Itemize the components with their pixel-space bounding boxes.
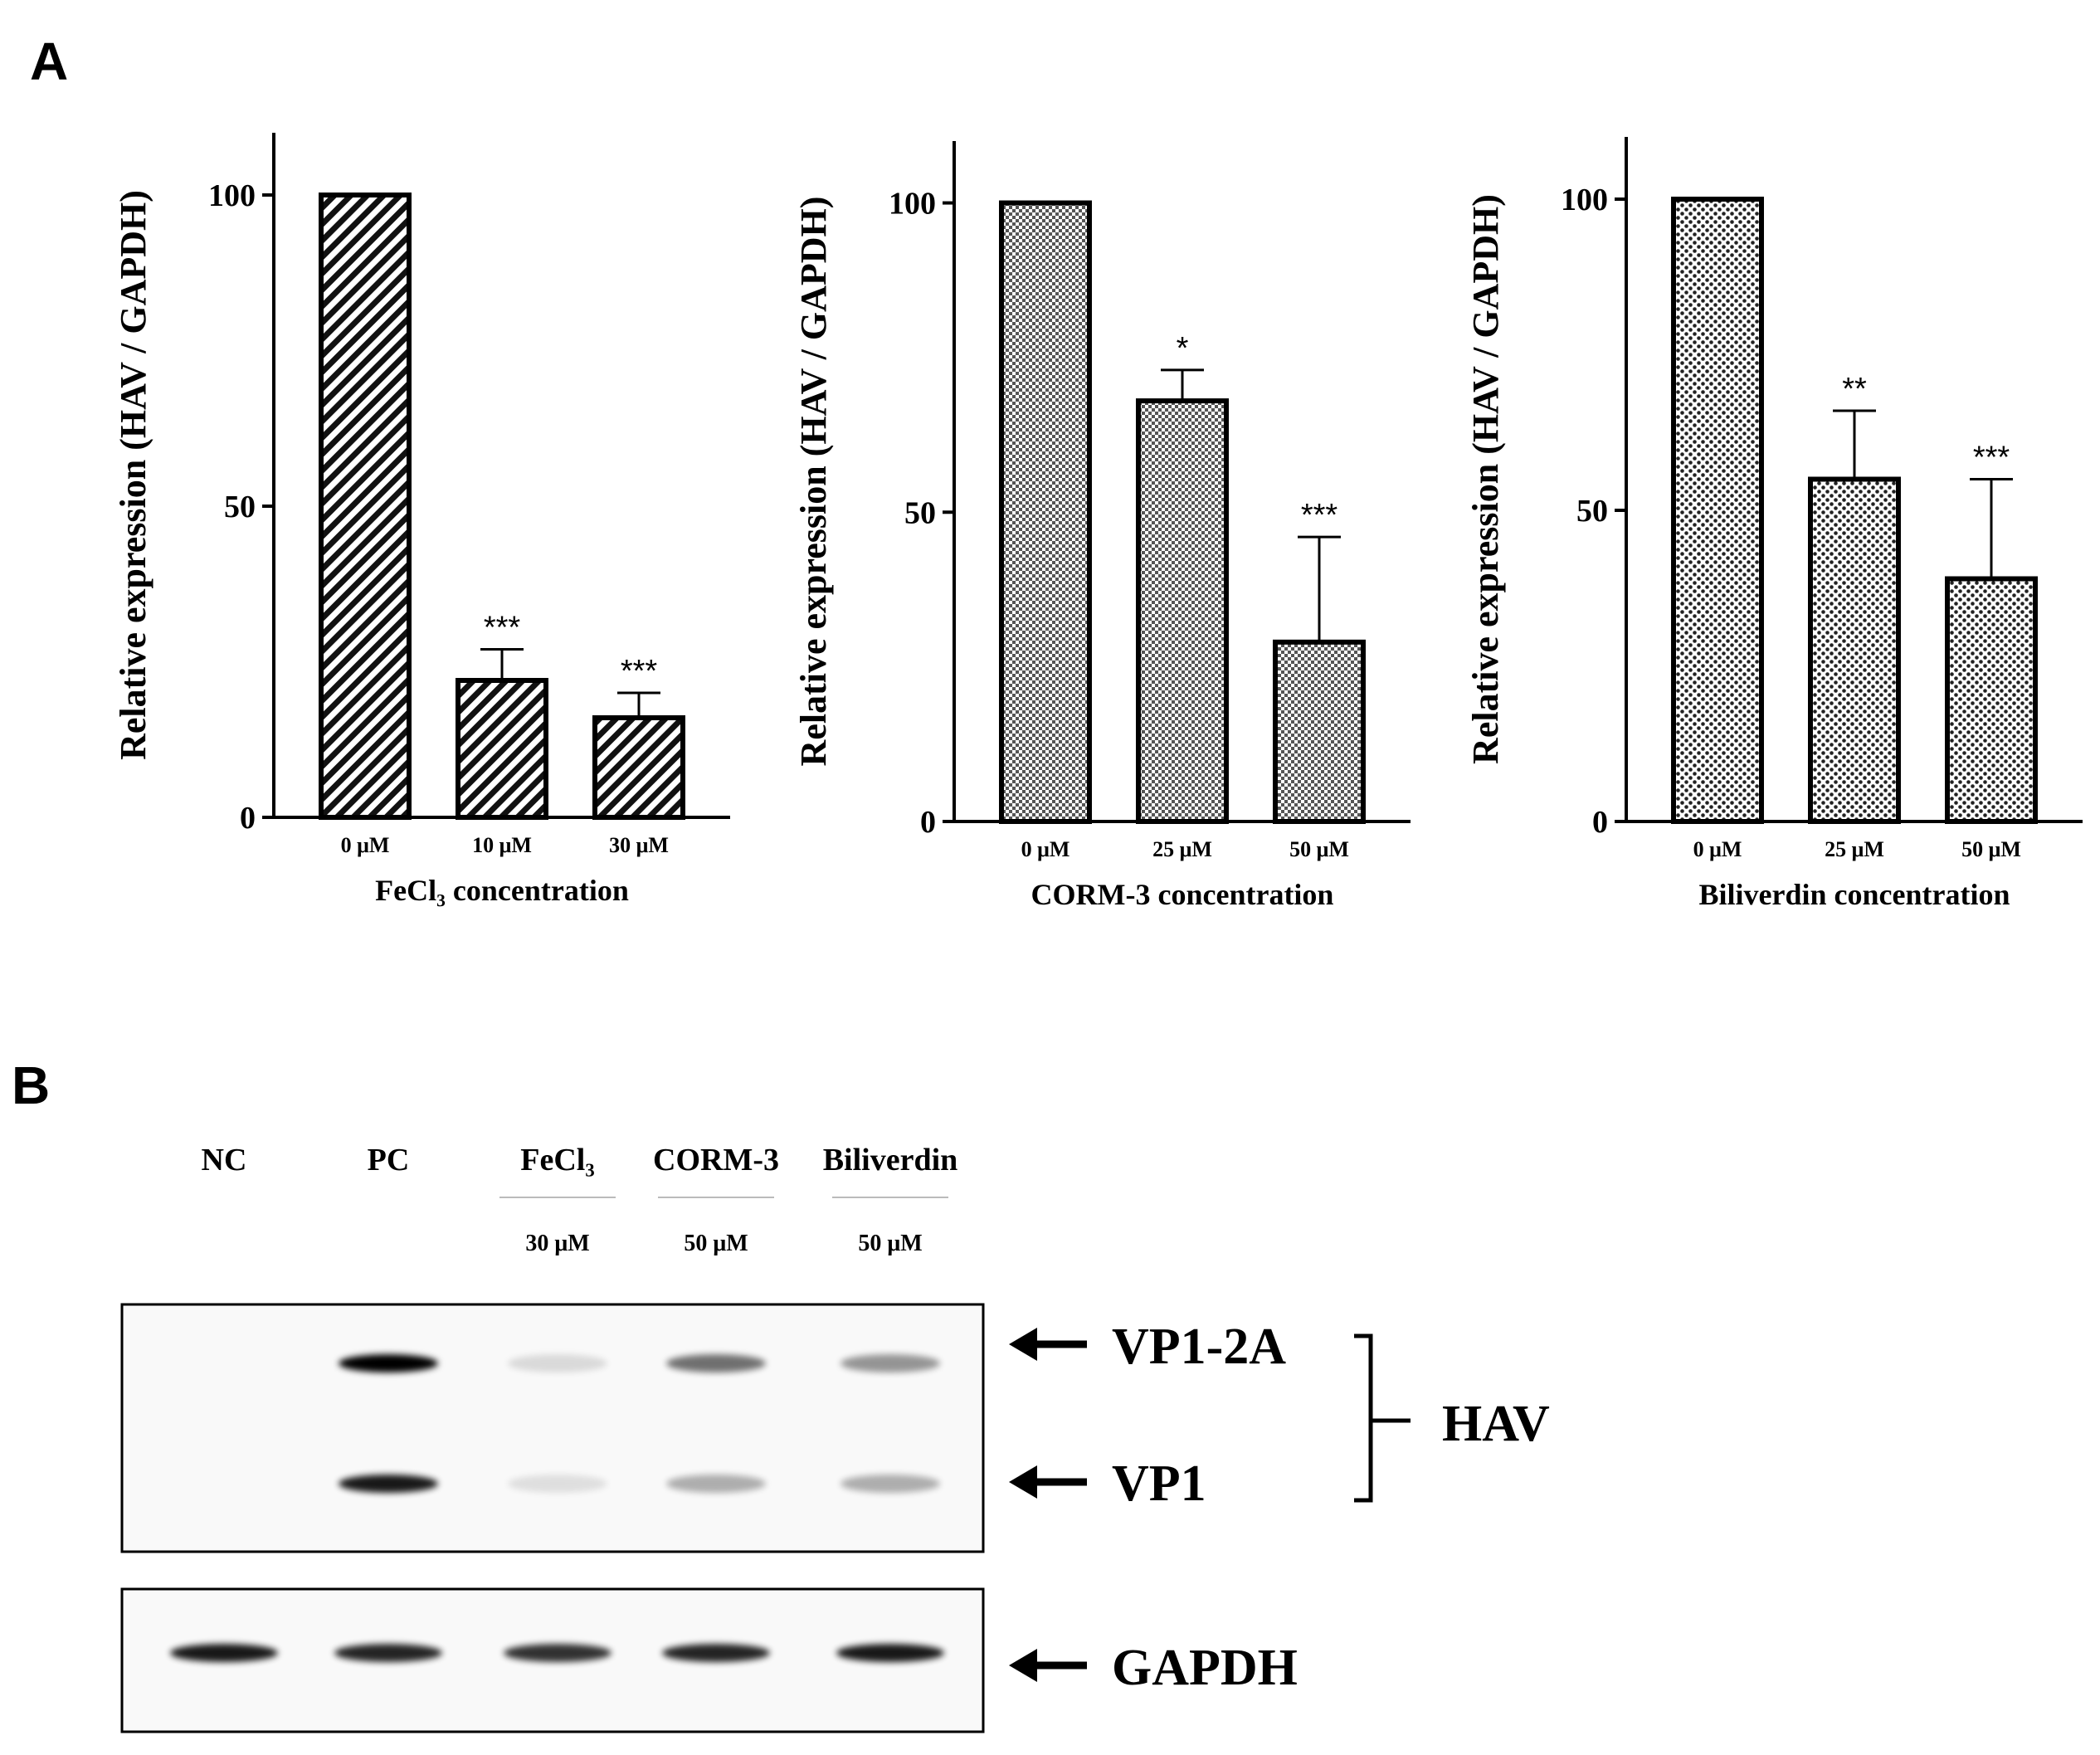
bar	[456, 678, 548, 820]
category-label: 50 μM	[1289, 837, 1349, 861]
bar	[1808, 476, 1901, 824]
y-axis-label: Relative expression (HAV / GAPDH)	[1465, 194, 1506, 764]
category-label: 0 μM	[1021, 837, 1070, 861]
lane-label: FeCl₃	[520, 1143, 594, 1177]
arrow-head	[1009, 1328, 1037, 1361]
significance-label: ***	[1973, 441, 2010, 475]
band-label-vp1-2a: VP1-2A	[1112, 1319, 1286, 1375]
lane-label: CORM-3	[653, 1143, 779, 1177]
concentration-label: 50 μM	[684, 1231, 748, 1256]
bar	[319, 193, 412, 820]
chart-2: 0 50 100 0 μM * 25 μM *** 50 μM CORM-3 concentra…	[793, 141, 1411, 911]
y-tick-label: 0	[920, 805, 936, 840]
category-label: 25 μM	[1825, 837, 1884, 861]
significance-label: ***	[484, 611, 521, 646]
category-label: 10 μM	[472, 833, 532, 857]
y-tick-label: 50	[1576, 494, 1608, 529]
category-label: 0 μM	[1693, 837, 1742, 861]
arrow-head	[1009, 1649, 1037, 1682]
significance-label: ***	[1301, 498, 1338, 533]
chart-1: 0 50 100 0 μM *** 10 μM *** 30 μM FeCl₃ concentr…	[113, 133, 730, 907]
arrow-gapdh-icon	[1009, 1649, 1087, 1682]
band-vp1-2a	[840, 1354, 940, 1372]
y-axis-label: Relative expression (HAV / GAPDH)	[793, 197, 834, 767]
lane-label: PC	[368, 1143, 410, 1177]
x-axis-label: Biliverdin concentration	[1699, 878, 2010, 911]
band-vp1-2a	[339, 1354, 438, 1372]
significance-label: ***	[621, 654, 658, 689]
band-label-gapdh: GAPDH	[1112, 1640, 1298, 1696]
y-tick-label: 100	[1561, 183, 1608, 217]
lane-label: NC	[202, 1143, 247, 1177]
band-vp1-2a	[666, 1354, 766, 1372]
x-axis-label: CORM-3 concentration	[1031, 878, 1334, 911]
band-gapdh	[504, 1644, 611, 1662]
band-label-vp1: VP1	[1112, 1455, 1206, 1512]
category-label: 25 μM	[1152, 837, 1212, 861]
category-label: 50 μM	[1961, 837, 2021, 861]
category-label: 30 μM	[609, 833, 669, 857]
panel-b-letter: B	[12, 1055, 50, 1115]
category-label: 0 μM	[341, 833, 390, 857]
western-blot: NC PC FeCl₃ CORM-3 Biliverdin 30 μM 50 μM 50 μM…	[120, 1143, 1550, 1733]
bar	[1136, 398, 1229, 824]
arrow-vp1-2a-icon	[1009, 1328, 1087, 1361]
lane-label: Biliverdin	[823, 1143, 958, 1177]
y-tick-label: 100	[208, 178, 256, 213]
band-vp1	[666, 1475, 766, 1493]
hav-membrane	[120, 1303, 985, 1553]
y-tick-label: 0	[240, 801, 256, 836]
y-tick-label: 0	[1592, 805, 1608, 840]
band-gapdh	[170, 1644, 278, 1662]
bar	[592, 715, 685, 820]
band-vp1	[339, 1475, 438, 1493]
significance-label: *	[1177, 331, 1189, 366]
band-vp1	[508, 1475, 607, 1493]
significance-label: **	[1842, 372, 1867, 407]
chart-3: 0 50 100 0 μM ** 25 μM *** 50 μM Biliverdin conc…	[1465, 137, 2083, 911]
panel-a-letter: A	[30, 32, 68, 91]
concentration-label: 30 μM	[525, 1231, 589, 1256]
bar	[1945, 576, 2038, 824]
group-label-hav: HAV	[1442, 1396, 1550, 1452]
band-gapdh	[662, 1644, 770, 1662]
band-vp1	[840, 1475, 940, 1493]
concentration-label: 50 μM	[858, 1231, 922, 1256]
band-gapdh	[836, 1644, 944, 1662]
bar	[1273, 639, 1366, 824]
y-tick-label: 50	[224, 490, 256, 524]
bar	[1671, 197, 1764, 824]
bar	[999, 200, 1092, 824]
y-tick-label: 50	[904, 495, 936, 530]
y-tick-label: 100	[889, 187, 936, 222]
band-vp1-2a	[508, 1354, 607, 1372]
arrow-vp1-icon	[1009, 1465, 1087, 1499]
band-gapdh	[334, 1644, 442, 1662]
x-axis-label: FeCl₃ concentration	[375, 874, 629, 907]
hav-bracket	[1354, 1333, 1373, 1503]
y-axis-label: Relative expression (HAV / GAPDH)	[113, 190, 153, 760]
arrow-head	[1009, 1465, 1037, 1499]
